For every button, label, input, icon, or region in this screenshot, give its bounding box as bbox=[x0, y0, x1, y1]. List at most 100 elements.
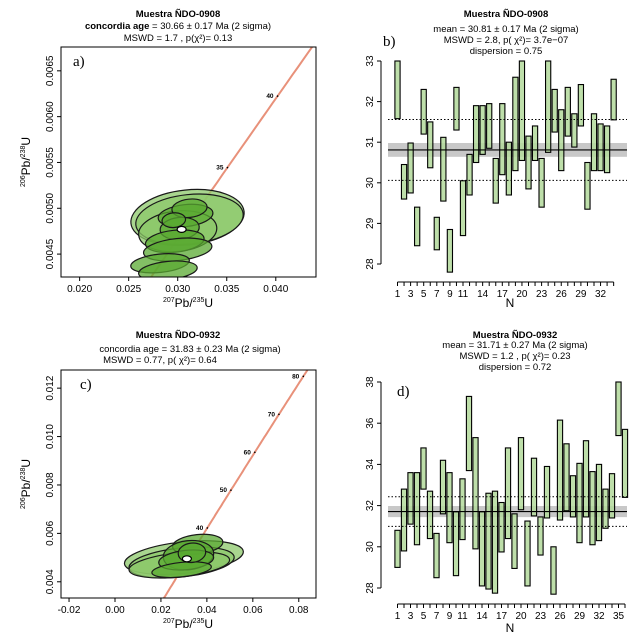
panel-a-ellipse bbox=[161, 212, 187, 229]
panel-d-bar bbox=[576, 462, 583, 544]
panel-d-xtick-label: 14 bbox=[476, 611, 488, 622]
panel-a-concordia-label: concordia age bbox=[85, 21, 149, 32]
panel-b-xtick-label: 29 bbox=[575, 289, 587, 300]
panel-a-stat-line2: MSWD = 1.7 , p(χ²)= 0.13 bbox=[124, 33, 232, 44]
panel-b-bar bbox=[420, 88, 427, 135]
panel-d-bar bbox=[407, 472, 414, 525]
panel-b-stat-line1: mean = 30.81 ± 0.17 Ma (2 sigma) bbox=[433, 24, 578, 35]
panel-c-xtick-label: 0.00 bbox=[105, 605, 125, 616]
panel-d-bar bbox=[478, 511, 486, 587]
panel-d-title: Muestra ÑDO-0932 bbox=[473, 330, 557, 341]
panel-b-bar bbox=[564, 86, 571, 137]
panel-c-concordia: Muestra ÑDO-0932 concordia age = 31.83 ±… bbox=[19, 330, 317, 631]
panel-b-ytick-label: 32 bbox=[365, 96, 376, 108]
panel-b-xtick-label: 32 bbox=[595, 289, 607, 300]
panel-d-bar bbox=[400, 488, 408, 552]
panel-d-xtick-label: 23 bbox=[535, 611, 547, 622]
panel-a-xtick-label: 0.030 bbox=[165, 284, 190, 295]
panel-b-ytick-label: 31 bbox=[365, 136, 376, 148]
panel-b-stat-line3: dispersion = 0.75 bbox=[470, 46, 543, 57]
panel-c-age-tick bbox=[160, 603, 162, 605]
panel-d-xlabel: N bbox=[506, 621, 515, 635]
panel-d-bar bbox=[615, 381, 622, 437]
panel-b-xtick-label: 26 bbox=[556, 289, 568, 300]
panel-c-ytick-label: 0.004 bbox=[45, 569, 56, 594]
panel-d-bar bbox=[543, 465, 551, 519]
panel-b-bar bbox=[499, 103, 506, 176]
panel-b-bar bbox=[400, 163, 408, 200]
panel-d-stat-line3: dispersion = 0.72 bbox=[479, 362, 552, 373]
panel-b-xtick-label: 1 bbox=[395, 289, 401, 300]
panel-a-label: a) bbox=[73, 54, 85, 70]
panel-b-bar bbox=[459, 180, 467, 237]
panel-d-bar bbox=[589, 471, 596, 546]
panel-d-bar bbox=[413, 472, 421, 546]
panel-c-age-label: 70 bbox=[268, 411, 276, 418]
panel-d-bar bbox=[439, 459, 447, 515]
panel-d-ytick-label: 34 bbox=[365, 458, 376, 470]
panel-b-bar bbox=[505, 141, 512, 196]
panel-a-stat-line1: concordia age = 30.66 ± 0.17 Ma (2 sigma… bbox=[85, 21, 271, 32]
panel-d-bar bbox=[556, 419, 564, 521]
panel-b-bar bbox=[577, 83, 585, 127]
panel-c-xtick-label: 0.04 bbox=[197, 605, 217, 616]
panel-c-age-tick bbox=[278, 413, 280, 416]
panel-d-bar bbox=[459, 478, 466, 541]
panel-c-stat-line1: concordia age = 31.83 ± 0.23 Ma (2 sigma… bbox=[99, 344, 280, 355]
panel-a-concordia-value: = 30.66 ± 0.17 Ma (2 sigma) bbox=[149, 21, 271, 32]
panel-b-bar bbox=[479, 105, 486, 155]
panel-b-bar bbox=[486, 103, 493, 149]
panel-d-bar bbox=[420, 447, 427, 490]
panel-a-age-tick bbox=[226, 166, 229, 169]
panel-b-ytick-label: 28 bbox=[365, 258, 376, 270]
panel-b-xtick-label: 5 bbox=[421, 289, 427, 300]
panel-d-xtick-label: 32 bbox=[593, 611, 605, 622]
panel-c-label: c) bbox=[80, 377, 92, 393]
panel-a-ytick-label: 0.0060 bbox=[45, 101, 56, 132]
panel-b-ytick-label: 30 bbox=[365, 177, 376, 189]
panel-c-ellipse bbox=[151, 561, 212, 579]
panel-d-xtick-label: 9 bbox=[447, 611, 453, 622]
panel-a-ylabel: 206Pb/238U bbox=[19, 137, 33, 187]
panel-d-bar bbox=[491, 490, 499, 594]
panel-d-ytick-label: 28 bbox=[365, 582, 376, 594]
panel-d-xtick-label: 17 bbox=[496, 611, 508, 622]
panel-a-ellipse bbox=[171, 198, 208, 219]
panel-d-bar bbox=[563, 443, 570, 512]
panel-c-plot-box bbox=[60, 369, 317, 599]
panel-b-stat-line2: MSWD = 2.8, p( χ²)= 3.7e−07 bbox=[444, 35, 569, 46]
panel-d-bar bbox=[511, 513, 518, 569]
panel-d-label: d) bbox=[397, 384, 410, 400]
panel-c-concordia-age-point bbox=[181, 555, 192, 563]
panel-d-bar bbox=[582, 440, 590, 518]
panel-a-ytick-label: 0.0055 bbox=[45, 147, 56, 178]
panel-d-xtick-label: 20 bbox=[515, 611, 527, 622]
panel-b-xtick-label: 9 bbox=[447, 289, 453, 300]
panel-b-xtick-label: 7 bbox=[434, 289, 440, 300]
panel-d-xtick-label: 3 bbox=[408, 611, 414, 622]
panel-b-xtick-label: 17 bbox=[497, 289, 509, 300]
panel-b-weighted-mean: Muestra ÑDO-0908 mean = 30.81 ± 0.17 Ma … bbox=[365, 9, 627, 310]
panel-b-ytick-label: 29 bbox=[365, 217, 376, 229]
panel-a-xtick-label: 0.035 bbox=[214, 284, 239, 295]
panel-c-xtick-label: 0.06 bbox=[243, 605, 263, 616]
panel-d-ytick-label: 30 bbox=[365, 541, 376, 553]
panel-d-bar bbox=[517, 437, 525, 511]
panel-c-xtick-label: 0.08 bbox=[289, 605, 309, 616]
panel-d-bar bbox=[433, 532, 440, 579]
panel-b-bar bbox=[407, 142, 414, 194]
panel-b-bar bbox=[433, 216, 440, 251]
panel-b-bar bbox=[472, 105, 480, 164]
panel-d-bar bbox=[602, 488, 609, 529]
panel-b-bar bbox=[590, 113, 598, 172]
panel-b-bar bbox=[518, 60, 526, 162]
panel-a-title: Muestra ÑDO-0908 bbox=[136, 9, 220, 20]
panel-c-ytick-label: 0.008 bbox=[45, 472, 56, 497]
panel-d-bar bbox=[537, 516, 544, 556]
panel-d-weighted-mean: Muestra ÑDO-0932 mean = 31.71 ± 0.27 Ma … bbox=[365, 330, 629, 635]
panel-a-ytick-label: 0.0050 bbox=[45, 193, 56, 224]
panel-b-bar bbox=[571, 113, 578, 148]
panel-d-xtick-label: 11 bbox=[457, 611, 468, 622]
